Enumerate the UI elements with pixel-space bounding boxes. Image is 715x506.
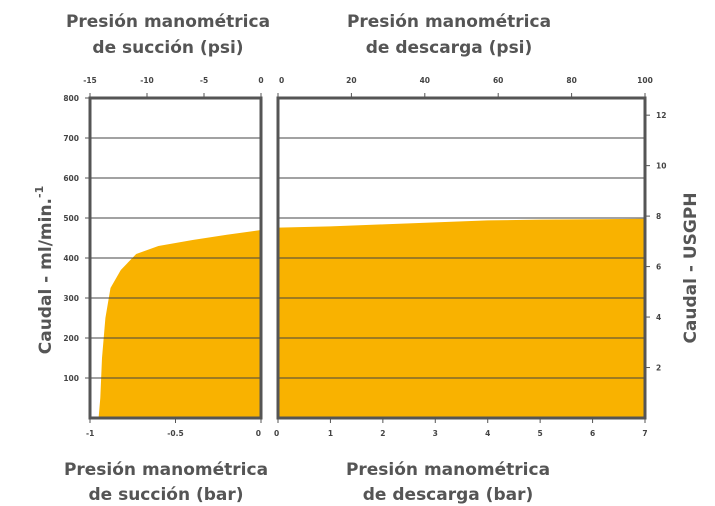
discharge-psi-tick-label: 80 — [566, 76, 576, 85]
y-right-tick-label: 8 — [656, 212, 661, 221]
discharge-bar-tick-label: 1 — [328, 429, 333, 438]
discharge-psi-tick-label: 40 — [420, 76, 430, 85]
discharge-bar-tick-label: 0 — [274, 429, 279, 438]
suction-flow-area — [98, 230, 261, 418]
y-right-tick-label: 6 — [656, 263, 661, 272]
title-bottom-right-line2: de descarga (bar) — [363, 485, 534, 505]
discharge-bar-tick-label: 3 — [433, 429, 438, 438]
y-left-tick-label: 600 — [63, 174, 79, 183]
discharge-psi-tick-label: 60 — [493, 76, 503, 85]
suction-psi-tick-label: -10 — [140, 76, 154, 85]
y-left-tick-label: 400 — [63, 254, 79, 263]
title-bottom-left-line2: de succión (bar) — [88, 485, 243, 505]
y-right-tick-label: 4 — [656, 313, 661, 322]
suction-panel: -1 -0.5 0 -15 -10 -5 0 100 200 300 400 500 600 700 800 — [63, 76, 263, 438]
suction-psi-tick-label: -15 — [83, 76, 97, 85]
y-right-tick-label: 10 — [656, 162, 666, 171]
discharge-psi-tick-label: 100 — [637, 76, 653, 85]
y-right-tick-label: 12 — [656, 111, 666, 120]
discharge-bar-tick-label: 7 — [642, 429, 647, 438]
suction-psi-tick-label: -5 — [200, 76, 208, 85]
y-axis-left-label: Caudal - ml/min.-1 — [33, 186, 56, 355]
suction-bar-tick-label: 0 — [256, 429, 261, 438]
y-left-tick-label: 200 — [63, 334, 79, 343]
y-axis-left-label-sup: -1 — [33, 186, 46, 198]
discharge-bar-tick-label: 4 — [485, 429, 490, 438]
title-top-right-line2: de descarga (psi) — [366, 38, 533, 58]
title-top-left-line2: de succión (psi) — [92, 38, 243, 58]
y-axis-right-label: Caudal - USGPH — [681, 192, 701, 343]
discharge-flow-area — [278, 218, 645, 418]
y-axis-left-label-text: Caudal - ml/min. — [36, 198, 56, 354]
discharge-bar-tick-label: 5 — [538, 429, 543, 438]
title-bottom-right-line1: Presión manométrica — [346, 460, 550, 480]
title-top-right-line1: Presión manométrica — [347, 12, 551, 32]
discharge-bar-tick-label: 6 — [590, 429, 595, 438]
discharge-psi-tick-label: 20 — [346, 76, 356, 85]
discharge-bar-tick-label: 2 — [380, 429, 385, 438]
title-bottom-left-line1: Presión manométrica — [64, 460, 268, 480]
y-left-tick-label: 500 — [63, 214, 79, 223]
y-left-tick-label: 700 — [63, 134, 79, 143]
y-left-tick-label: 100 — [63, 374, 79, 383]
suction-bar-tick-label: -1 — [86, 429, 94, 438]
discharge-frame — [276, 96, 647, 420]
title-top-left-line1: Presión manométrica — [66, 12, 270, 32]
suction-bar-tick-label: -0.5 — [167, 429, 183, 438]
y-left-tick-label: 300 — [63, 294, 79, 303]
y-left-tick-label: 800 — [63, 94, 79, 103]
discharge-psi-tick-label: 0 — [279, 76, 284, 85]
suction-psi-tick-label: 0 — [258, 76, 263, 85]
y-right-tick-label: 2 — [656, 364, 661, 373]
